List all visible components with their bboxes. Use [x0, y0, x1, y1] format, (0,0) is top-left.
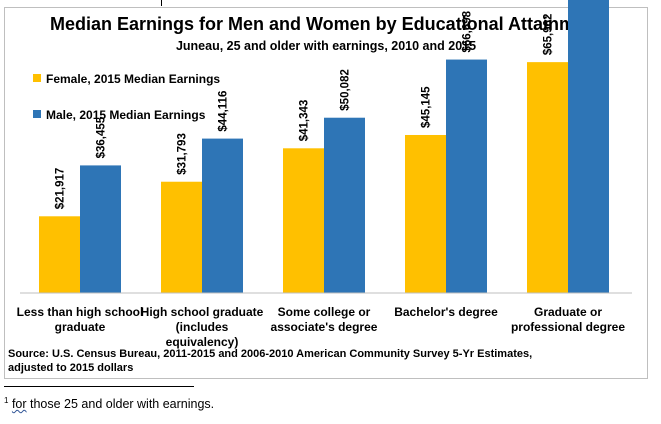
data-labels: $21,917 $31,793 $41,343 $45,145 $65,962 $36,4… — [55, 10, 555, 210]
category-label-1: High school graduate — [141, 305, 264, 319]
footnote-underlined-word: for — [11, 397, 27, 412]
bar-female-1 — [161, 181, 202, 293]
data-label-female-1: $31,793 — [177, 133, 189, 175]
data-label-male-0: $36,455 — [96, 116, 108, 158]
bar-male-0 — [80, 165, 121, 293]
page-break-tick — [161, 0, 162, 6]
category-label-2: Some college or — [278, 305, 371, 319]
footnote: 1 for those 25 and older with earnings. — [4, 396, 214, 411]
legend-swatch-male — [33, 110, 41, 118]
category-label-2: associate's degree — [271, 320, 378, 334]
category-label-0: graduate — [55, 320, 106, 334]
bar-male-3 — [446, 59, 487, 293]
chart-title: Median Earnings for Men and Women by Edu… — [50, 14, 602, 34]
category-label-0: Less than high school — [17, 305, 144, 319]
footnote-marker: 1 — [4, 396, 9, 405]
legend-label-male: Male, 2015 Median Earnings — [46, 108, 206, 122]
data-label-male-1: $44,116 — [218, 91, 230, 132]
chart-frame — [4, 7, 648, 379]
category-label-3: Bachelor's degree — [394, 305, 498, 319]
bar-female-4 — [527, 62, 568, 294]
bar-female-0 — [39, 216, 80, 293]
legend: Female, 2015 Median Earnings Male, 2015 M… — [33, 72, 220, 122]
data-label-female-0: $21,917 — [55, 168, 67, 210]
data-label-male-3: $66,698 — [462, 10, 474, 52]
legend-swatch-female — [33, 74, 41, 82]
data-label-female-4: $65,962 — [543, 14, 555, 56]
category-label-1: (includes — [176, 320, 229, 334]
category-label-1: equivalency) — [166, 335, 239, 349]
data-label-female-2: $41,343 — [299, 100, 311, 142]
category-label-4: Graduate or — [534, 305, 602, 319]
chart-subtitle: Juneau, 25 and older with earnings, 2010… — [176, 39, 476, 53]
bar-male-4 — [568, 0, 609, 293]
category-label-4: professional degree — [511, 320, 625, 334]
chart: Median Earnings for Men and Women by Edu… — [8, 0, 632, 374]
bar-female-3 — [405, 134, 446, 293]
legend-label-female: Female, 2015 Median Earnings — [46, 72, 220, 86]
source-line-1: adjusted to 2015 dollars — [8, 362, 133, 374]
bars — [39, 0, 609, 294]
bar-male-2 — [324, 117, 365, 293]
bar-female-2 — [283, 148, 324, 293]
source-line-0: Source: U.S. Census Bureau, 2011-2015 an… — [8, 348, 532, 360]
data-label-male-2: $50,082 — [340, 69, 352, 111]
footnote-text: those 25 and older with earnings. — [26, 397, 215, 412]
bar-male-1 — [202, 138, 243, 293]
footnote-rule — [4, 386, 194, 387]
source-note: Source: U.S. Census Bureau, 2011-2015 an… — [8, 348, 532, 374]
data-label-female-3: $45,145 — [421, 86, 433, 128]
